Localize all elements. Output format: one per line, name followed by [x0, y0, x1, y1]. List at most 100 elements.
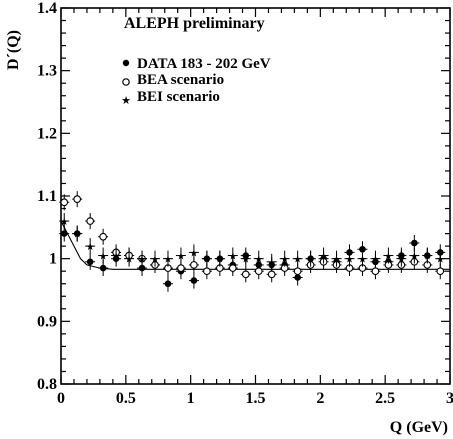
legend-label-bea: BEA scenario: [137, 72, 224, 88]
axis-tick-labels: 0 0.5 1 1.5 2 2.5 3 0.8 0.9 1 1.1 1.2 1.3 1.4: [37, 0, 453, 407]
x-tick-label: 2.5: [375, 390, 395, 407]
x-tick-label: 1.5: [246, 390, 266, 407]
data-point-star: ★: [240, 250, 251, 267]
data-point-star: ★: [59, 213, 70, 230]
data-point-star: ★: [214, 250, 225, 267]
data-point-star: ★: [331, 250, 342, 267]
data-point-open-circle: [201, 263, 212, 280]
data-point-star: ★: [188, 244, 199, 261]
legend-marker-data: [122, 59, 130, 67]
x-axis-label: Q (GeV): [390, 419, 448, 436]
svg-text:★: ★: [384, 252, 393, 263]
y-tick-label: 1.4: [37, 0, 57, 17]
legend-label-data: DATA 183 - 202 GeV: [137, 56, 271, 72]
data-point-star: ★: [85, 238, 96, 255]
data-point-star: ★: [227, 247, 238, 264]
svg-text:★: ★: [254, 255, 263, 266]
data-point-star: ★: [201, 250, 212, 267]
x-tick-label: 3: [446, 390, 453, 407]
x-tick-label: 0.5: [116, 390, 136, 407]
fit-curve-group: [60, 220, 450, 270]
svg-text:★: ★: [306, 255, 315, 266]
svg-text:★: ★: [397, 255, 406, 266]
data-point-star: ★: [266, 253, 277, 270]
svg-text:★: ★: [228, 252, 237, 263]
data-point-star: ★: [279, 250, 290, 267]
data-marks: ★★★★ ★ ★ ★ ★ ★ ★ ★★ ★ ★ ★ ★ ★ ★ ★ ★ ★ ★ ★ ★ ★ ★ ★ ★ ★ ★: [59, 191, 446, 292]
data-point-star: ★: [396, 250, 407, 267]
data-point-star: ★: [409, 247, 420, 264]
data-point-open-circle: [279, 260, 290, 277]
legend-marker-bea: [122, 78, 130, 86]
data-point-star: ★: [253, 250, 264, 267]
svg-text:★: ★: [189, 248, 198, 259]
data-point-star: ★: [357, 250, 368, 267]
fit-curve: [60, 220, 450, 270]
y-tick-label: 1.3: [37, 63, 57, 80]
svg-text:★: ★: [293, 255, 302, 266]
data-point-filled-circle: [162, 275, 173, 292]
data-point-star: ★: [370, 250, 381, 267]
y-axis-label: D´(Q): [5, 30, 22, 70]
svg-text:★: ★: [163, 255, 172, 266]
axis-ticks: [60, 7, 451, 385]
svg-text:★: ★: [319, 252, 328, 263]
data-point-star: ★: [72, 225, 83, 242]
legend-label-bei: BEI scenario: [137, 89, 220, 105]
data-point-star: ★: [150, 250, 161, 267]
legend: DATA 183 - 202 GeV BEA scenario ★ BEI sc…: [121, 56, 271, 107]
data-point-open-circle: [59, 194, 70, 211]
svg-text:★: ★: [241, 255, 250, 266]
data-point-open-circle: [227, 260, 238, 277]
svg-text:★: ★: [423, 252, 432, 263]
data-point-open-circle: [72, 191, 83, 208]
data-point-open-circle: [357, 260, 368, 277]
svg-text:★: ★: [112, 252, 121, 263]
svg-text:★: ★: [86, 242, 95, 253]
svg-text:★: ★: [215, 255, 224, 266]
svg-text:★: ★: [410, 252, 419, 263]
y-tick-label: 0.8: [37, 376, 57, 393]
data-point-open-circle: [85, 213, 96, 230]
data-point-star: ★: [292, 250, 303, 267]
chart-title: ALEPH preliminary: [124, 15, 265, 32]
svg-text:★: ★: [125, 255, 134, 266]
svg-text:★: ★: [280, 255, 289, 266]
svg-text:★: ★: [151, 255, 160, 266]
x-tick-label: 1: [187, 390, 195, 407]
data-point-filled-circle: [188, 272, 199, 289]
data-point-star: ★: [137, 250, 148, 267]
y-tick-label: 1: [49, 251, 57, 268]
data-point-star: ★: [422, 247, 433, 264]
svg-text:★: ★: [345, 255, 354, 266]
svg-text:★: ★: [73, 230, 82, 241]
data-point-star: ★: [124, 250, 135, 267]
data-point-open-circle: [188, 256, 199, 273]
data-point-filled-circle: [98, 260, 109, 277]
y-tick-label: 0.9: [37, 313, 57, 330]
data-point-star: ★: [383, 247, 394, 264]
svg-text:★: ★: [332, 255, 341, 266]
data-point-open-circle: [98, 228, 109, 245]
data-point-star: ★: [435, 250, 446, 267]
data-point-star: ★: [111, 247, 122, 264]
y-tick-label: 1.2: [37, 125, 57, 142]
svg-text:★: ★: [371, 255, 380, 266]
data-point-open-circle: [240, 266, 251, 283]
x-tick-label: 0: [57, 390, 65, 407]
svg-text:★: ★: [267, 258, 276, 269]
data-point-star: ★: [344, 250, 355, 267]
data-point-star: ★: [305, 250, 316, 267]
y-tick-label: 1.1: [37, 188, 57, 205]
legend-marker-bei: ★: [121, 94, 131, 107]
svg-text:★: ★: [436, 255, 445, 266]
data-point-filled-circle: [85, 253, 96, 270]
x-tick-label: 2: [316, 390, 324, 407]
svg-text:★: ★: [60, 217, 69, 228]
svg-text:★: ★: [138, 255, 147, 266]
svg-text:★: ★: [176, 252, 185, 263]
data-point-star: ★: [175, 247, 186, 264]
data-point-star: ★: [318, 247, 329, 264]
svg-text:★: ★: [358, 255, 367, 266]
svg-text:★: ★: [202, 255, 211, 266]
